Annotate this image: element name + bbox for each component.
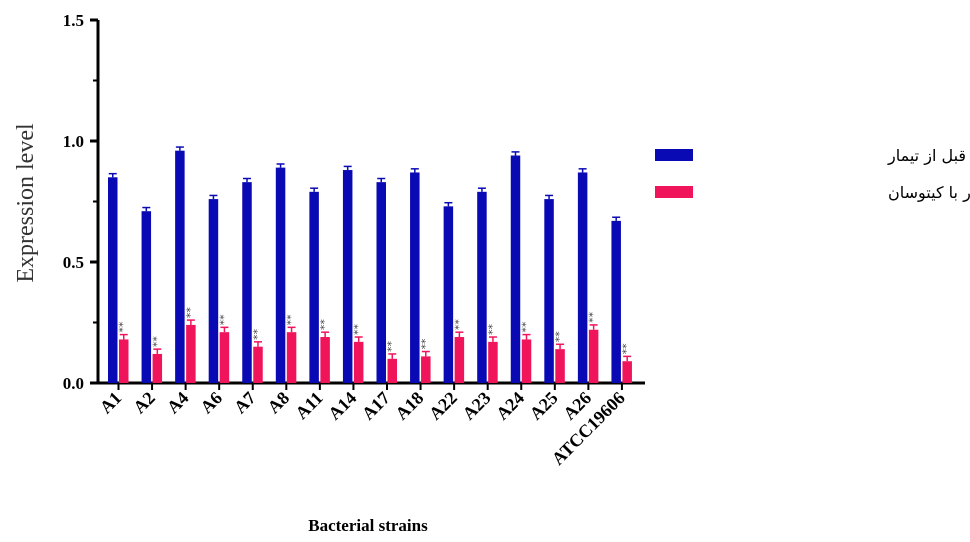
bar [320, 337, 330, 383]
significance-label: ** [587, 311, 600, 323]
x-tick-label: A17 [358, 388, 394, 424]
significance-label: ** [184, 307, 197, 319]
bar [275, 167, 286, 383]
y-tick-label: 0.0 [63, 374, 84, 393]
bar [175, 150, 185, 383]
x-axis-label: Bacterial strains [308, 516, 428, 535]
bar [555, 349, 565, 383]
x-tick-label: A11 [291, 388, 326, 423]
significance-label: ** [150, 336, 163, 348]
significance-label: ** [385, 340, 398, 352]
x-tick-label: A4 [163, 388, 193, 418]
bar [588, 329, 599, 383]
y-tick-label: 1.0 [63, 132, 84, 151]
significance-label: ** [352, 324, 365, 336]
bar [488, 341, 498, 383]
bar [421, 356, 431, 383]
x-tick-label: A1 [96, 388, 126, 418]
bar [141, 211, 152, 383]
significance-label: ** [285, 314, 298, 326]
bar [410, 172, 420, 383]
significance-label: ** [520, 321, 533, 333]
y-tick-label: 0.5 [63, 253, 84, 272]
legend-swatch [655, 186, 693, 198]
x-tick-label: A6 [196, 388, 226, 418]
bar [108, 177, 118, 383]
bar [376, 182, 386, 383]
bar [242, 182, 252, 383]
y-tick-label: 1.5 [63, 11, 84, 30]
legend-label: جذب نوری پس از تیمار با کیتوسان [888, 183, 970, 203]
bar [544, 199, 554, 383]
bar [219, 332, 230, 383]
bar [622, 361, 632, 383]
bar [454, 337, 465, 383]
bar [353, 341, 364, 383]
x-tick-label: A14 [324, 388, 360, 424]
x-tick-label: A23 [458, 388, 494, 424]
x-tick-label: A8 [263, 388, 293, 418]
x-tick-label: A25 [526, 388, 562, 424]
significance-label: ** [452, 319, 465, 331]
significance-label: ** [318, 319, 331, 331]
significance-label: ** [419, 338, 432, 350]
bars: ** ** ** ** ** ** ** ** ** ** ** ** ** ** ** ** [108, 146, 633, 383]
legend-label: جذب نوری قبل از تیمار [887, 146, 970, 166]
bar [286, 332, 297, 383]
significance-label: ** [251, 328, 264, 340]
bar [152, 353, 163, 383]
bar [309, 191, 319, 383]
bar [342, 170, 353, 383]
y-axis-label: Expression level [13, 123, 39, 283]
significance-label: ** [553, 331, 566, 343]
significance-label: ** [217, 314, 230, 326]
bar [577, 172, 588, 383]
significance-label: ** [486, 324, 499, 336]
bar [611, 220, 621, 383]
legend-swatch [655, 149, 693, 161]
x-tick-label: A7 [230, 388, 260, 418]
bar [253, 346, 263, 383]
bar [443, 206, 454, 383]
x-tick-label: A18 [391, 388, 427, 424]
bar [510, 155, 521, 383]
bar [521, 339, 532, 383]
significance-label: ** [620, 343, 633, 355]
bar [387, 358, 397, 383]
bar [477, 191, 487, 383]
significance-label: ** [117, 321, 130, 333]
bar [119, 339, 129, 383]
bar [208, 199, 219, 383]
legend: جذب نوری قبل از تیمار جذب نوری پس از تیما… [655, 146, 970, 203]
bar [186, 324, 196, 383]
x-tick-label: A22 [425, 388, 461, 424]
x-tick-label: A2 [129, 388, 159, 418]
x-tick-label: A24 [492, 388, 528, 424]
